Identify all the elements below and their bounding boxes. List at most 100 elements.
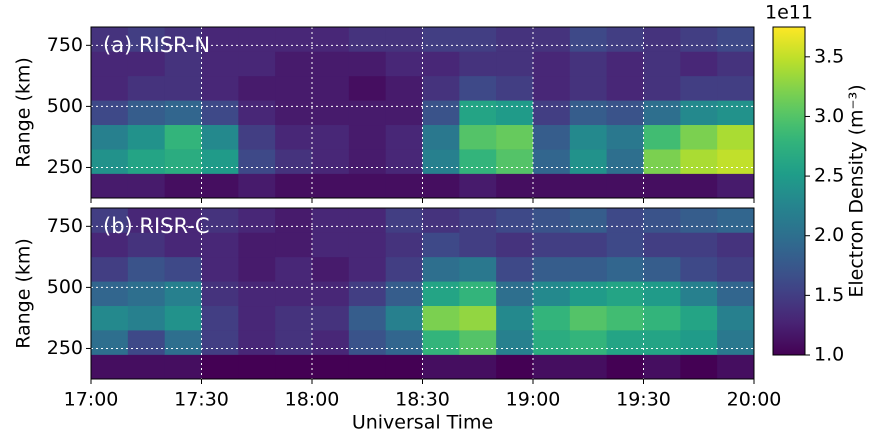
- heatmap-cell: [606, 27, 644, 52]
- heatmap-cell: [385, 330, 423, 355]
- heatmap-cell: [422, 232, 460, 258]
- heatmap-cell: [275, 256, 313, 282]
- heatmap-cell: [533, 27, 571, 52]
- heatmap-cell: [91, 124, 129, 150]
- heatmap-cell: [606, 208, 644, 233]
- heatmap-cell: [643, 305, 681, 331]
- heatmap-cell: [348, 149, 386, 174]
- heatmap-cell: [569, 305, 607, 331]
- heatmap-cell: [569, 354, 607, 380]
- heatmap-cell: [496, 208, 534, 233]
- heatmap-cell: [238, 330, 276, 355]
- heatmap-cell: [533, 354, 571, 380]
- x-tick-label: 19:00: [506, 389, 561, 411]
- heatmap-cell: [569, 208, 607, 233]
- heatmap-cell: [91, 51, 129, 77]
- heatmap-cell: [459, 281, 497, 307]
- colorbar-tick-label: 2.0: [814, 224, 844, 246]
- heatmap-cell: [127, 149, 165, 174]
- heatmap-cell: [201, 256, 239, 282]
- heatmap-cell: [127, 173, 165, 199]
- heatmap-cell: [91, 208, 129, 233]
- heatmap-cell: [91, 100, 129, 126]
- heatmap-cell: [569, 232, 607, 258]
- heatmap-cell: [312, 100, 350, 126]
- heatmap-cell: [680, 281, 718, 307]
- heatmap-cell: [606, 281, 644, 307]
- heatmap-cell: [348, 173, 386, 199]
- heatmap-cell: [91, 330, 129, 355]
- heatmap-cell: [91, 149, 129, 174]
- heatmap-cell: [459, 354, 497, 380]
- heatmap-cell: [238, 75, 276, 101]
- heatmap-cell: [312, 305, 350, 331]
- heatmap-cell: [422, 208, 460, 233]
- heatmap-cell: [643, 281, 681, 307]
- heatmap-cell: [201, 281, 239, 307]
- heatmap-cell: [680, 330, 718, 355]
- heatmap-cell: [385, 354, 423, 380]
- plot-frame: [90, 207, 755, 380]
- heatmap-cell: [643, 27, 681, 52]
- heatmap-cell: [422, 149, 460, 174]
- heatmap-cell: [164, 75, 202, 101]
- heatmap-cell: [238, 354, 276, 380]
- x-tick-label: 18:00: [285, 389, 340, 411]
- heatmap-cell: [164, 354, 202, 380]
- x-tick-label: 17:30: [174, 389, 229, 411]
- heatmap-cell: [643, 208, 681, 233]
- heatmap-cell: [459, 232, 497, 258]
- colorbar-tick-label: 2.5: [814, 165, 844, 187]
- x-tick-label: 18:30: [395, 389, 450, 411]
- heatmap-cell: [275, 149, 313, 174]
- x-tick-label: 17:00: [64, 389, 119, 411]
- heatmap-cell: [680, 149, 718, 174]
- heatmap-cell: [312, 208, 350, 233]
- heatmap-cell: [717, 100, 755, 126]
- heatmap-cell: [201, 124, 239, 150]
- heatmap-cell: [459, 208, 497, 233]
- heatmap-cell: [164, 232, 202, 258]
- heatmap-cell: [348, 27, 386, 52]
- heatmap-cell: [459, 27, 497, 52]
- heatmap-cell: [717, 173, 755, 199]
- colorbar-tick-label: 3.5: [814, 45, 844, 67]
- heatmap-cell: [312, 354, 350, 380]
- heatmap-cell: [164, 100, 202, 126]
- heatmap-cell: [606, 124, 644, 150]
- heatmap-cell: [496, 354, 534, 380]
- heatmap-cell: [127, 354, 165, 380]
- heatmap-cell: [201, 173, 239, 199]
- heatmap-cell: [606, 305, 644, 331]
- heatmap-cell: [127, 75, 165, 101]
- heatmap-cell: [643, 232, 681, 258]
- heatmap-cell: [569, 330, 607, 355]
- heatmap-cell: [459, 256, 497, 282]
- heatmap-cell: [680, 100, 718, 126]
- heatmap-cell: [201, 149, 239, 174]
- panel-label: (b) RISR-C: [103, 214, 210, 238]
- heatmap-cell: [496, 124, 534, 150]
- heatmap-cell: [496, 305, 534, 331]
- heatmap-cell: [127, 208, 165, 233]
- heatmap-cell: [643, 51, 681, 77]
- heatmap-cell: [312, 256, 350, 282]
- heatmap-cell: [496, 149, 534, 174]
- heatmap-cell: [533, 75, 571, 101]
- heatmap-cell: [606, 149, 644, 174]
- heatmap-cell: [717, 51, 755, 77]
- heatmap-cell: [569, 256, 607, 282]
- heatmap-cell: [127, 124, 165, 150]
- heatmap-cell: [91, 354, 129, 380]
- heatmap-cell: [680, 124, 718, 150]
- heatmap-cell: [201, 208, 239, 233]
- heatmap-cell: [643, 149, 681, 174]
- heatmap-cell: [680, 256, 718, 282]
- heatmap-cell: [496, 256, 534, 282]
- heatmap-cell: [127, 51, 165, 77]
- heatmap-cell: [164, 281, 202, 307]
- heatmap-cell: [459, 330, 497, 355]
- heatmap-cell: [422, 256, 460, 282]
- heatmap-cell: [643, 354, 681, 380]
